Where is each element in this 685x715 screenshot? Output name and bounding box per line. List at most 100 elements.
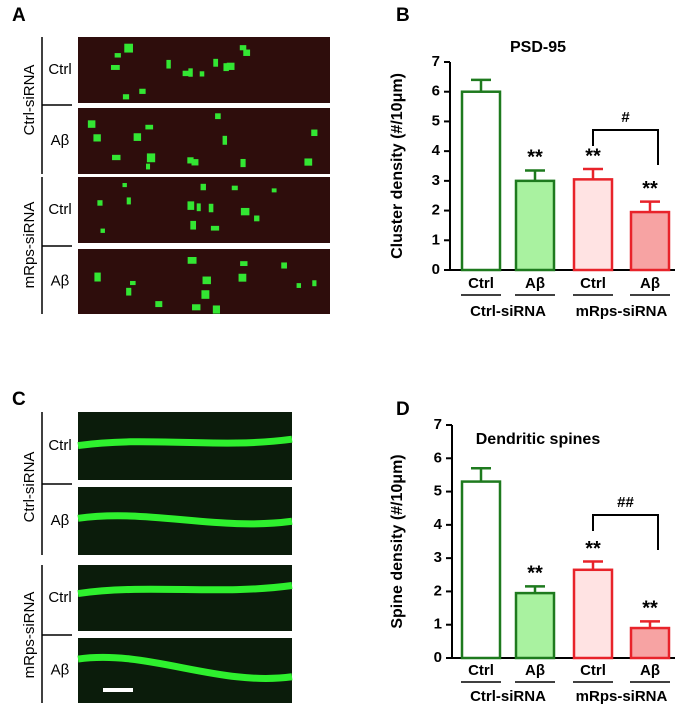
puncta xyxy=(192,304,201,311)
puncta xyxy=(200,183,206,191)
puncta xyxy=(187,256,197,264)
puncta xyxy=(126,287,132,296)
puncta xyxy=(208,203,214,213)
puncta xyxy=(304,158,313,166)
x-tick-label: Aβ xyxy=(525,662,545,679)
row-label: Ctrl xyxy=(48,589,71,606)
puncta xyxy=(231,185,238,191)
significance: ** xyxy=(642,598,658,620)
puncta xyxy=(110,64,120,70)
puncta xyxy=(222,135,228,145)
row-label: Ctrl xyxy=(48,61,71,78)
panel-label: B xyxy=(396,5,410,26)
puncta xyxy=(187,201,195,210)
puncta xyxy=(155,301,163,308)
row-label: Aβ xyxy=(51,272,70,289)
group-label: mRps-siRNA xyxy=(21,202,38,289)
y-tick-label: 2 xyxy=(432,202,440,219)
puncta xyxy=(87,120,96,128)
row-label: Ctrl xyxy=(48,437,71,454)
puncta xyxy=(133,133,142,141)
puncta xyxy=(126,197,131,205)
chart-title: Dendritic spines xyxy=(476,431,601,448)
panel-label: D xyxy=(396,399,410,420)
x-tick-label: Ctrl xyxy=(580,662,606,679)
puncta xyxy=(122,94,130,100)
puncta xyxy=(146,153,156,163)
puncta xyxy=(240,158,246,168)
y-tick-label: 6 xyxy=(432,83,440,100)
bracket-label: # xyxy=(621,109,630,126)
y-tick-label: 1 xyxy=(432,231,440,248)
bracket xyxy=(592,514,659,550)
x-tick-label: Ctrl xyxy=(468,275,494,292)
puncta xyxy=(188,68,193,77)
y-tick-label: 4 xyxy=(432,142,441,159)
puncta xyxy=(190,220,197,230)
puncta xyxy=(94,272,101,282)
bracket-label: ## xyxy=(617,494,634,511)
group-label: mRps-siRNA xyxy=(576,303,668,320)
bar xyxy=(460,90,502,272)
puncta xyxy=(311,129,318,137)
puncta xyxy=(114,53,121,58)
y-tick-label: 3 xyxy=(432,172,440,189)
group-label: Ctrl-siRNA xyxy=(470,688,546,705)
micrograph xyxy=(78,565,292,631)
puncta xyxy=(240,207,250,216)
y-tick-label: 3 xyxy=(434,549,442,566)
puncta xyxy=(296,283,302,288)
group-label: mRps-siRNA xyxy=(576,688,668,705)
micrograph xyxy=(78,37,330,103)
puncta xyxy=(213,58,219,67)
group-label: Ctrl-siRNA xyxy=(21,65,38,136)
puncta xyxy=(215,113,221,120)
bar xyxy=(460,480,502,660)
puncta xyxy=(145,124,154,130)
puncta xyxy=(312,280,317,287)
puncta xyxy=(238,273,247,282)
y-tick-label: 6 xyxy=(434,449,442,466)
significance: ** xyxy=(642,178,658,200)
puncta xyxy=(97,200,103,206)
y-tick-label: 7 xyxy=(432,53,440,70)
row-label: Aβ xyxy=(51,512,70,529)
x-tick-label: Aβ xyxy=(525,275,545,292)
dendrite xyxy=(77,582,293,597)
y-tick-label: 4 xyxy=(434,516,443,533)
significance: ** xyxy=(585,538,601,560)
bar xyxy=(514,591,556,660)
puncta xyxy=(226,62,235,70)
panel-label: A xyxy=(12,5,26,26)
micrograph xyxy=(78,412,292,480)
group-label: Ctrl-siRNA xyxy=(470,303,546,320)
puncta xyxy=(271,188,277,193)
puncta xyxy=(130,280,136,286)
dendrite xyxy=(77,653,293,682)
y-tick-label: 1 xyxy=(434,616,442,633)
significance: ** xyxy=(527,147,543,169)
puncta xyxy=(202,276,211,285)
puncta xyxy=(240,261,248,267)
significance: ** xyxy=(585,145,601,167)
puncta xyxy=(187,157,194,164)
puncta xyxy=(281,262,287,269)
row-label: Aβ xyxy=(51,661,70,678)
y-tick-label: 7 xyxy=(434,416,442,433)
puncta xyxy=(212,305,220,314)
puncta xyxy=(124,43,133,53)
x-tick-label: Aβ xyxy=(640,662,660,679)
row-label: Ctrl xyxy=(48,201,71,218)
y-axis-label: Spine density (#/10μm) xyxy=(389,454,406,628)
puncta xyxy=(199,71,205,77)
puncta xyxy=(166,59,171,69)
puncta xyxy=(182,70,190,77)
puncta xyxy=(146,163,151,170)
y-tick-label: 0 xyxy=(432,261,440,278)
bar xyxy=(629,626,671,660)
y-tick-label: 5 xyxy=(434,483,442,500)
micrograph xyxy=(78,108,330,174)
puncta xyxy=(223,63,229,72)
y-axis-label: Cluster density (#/10μm) xyxy=(389,73,406,259)
